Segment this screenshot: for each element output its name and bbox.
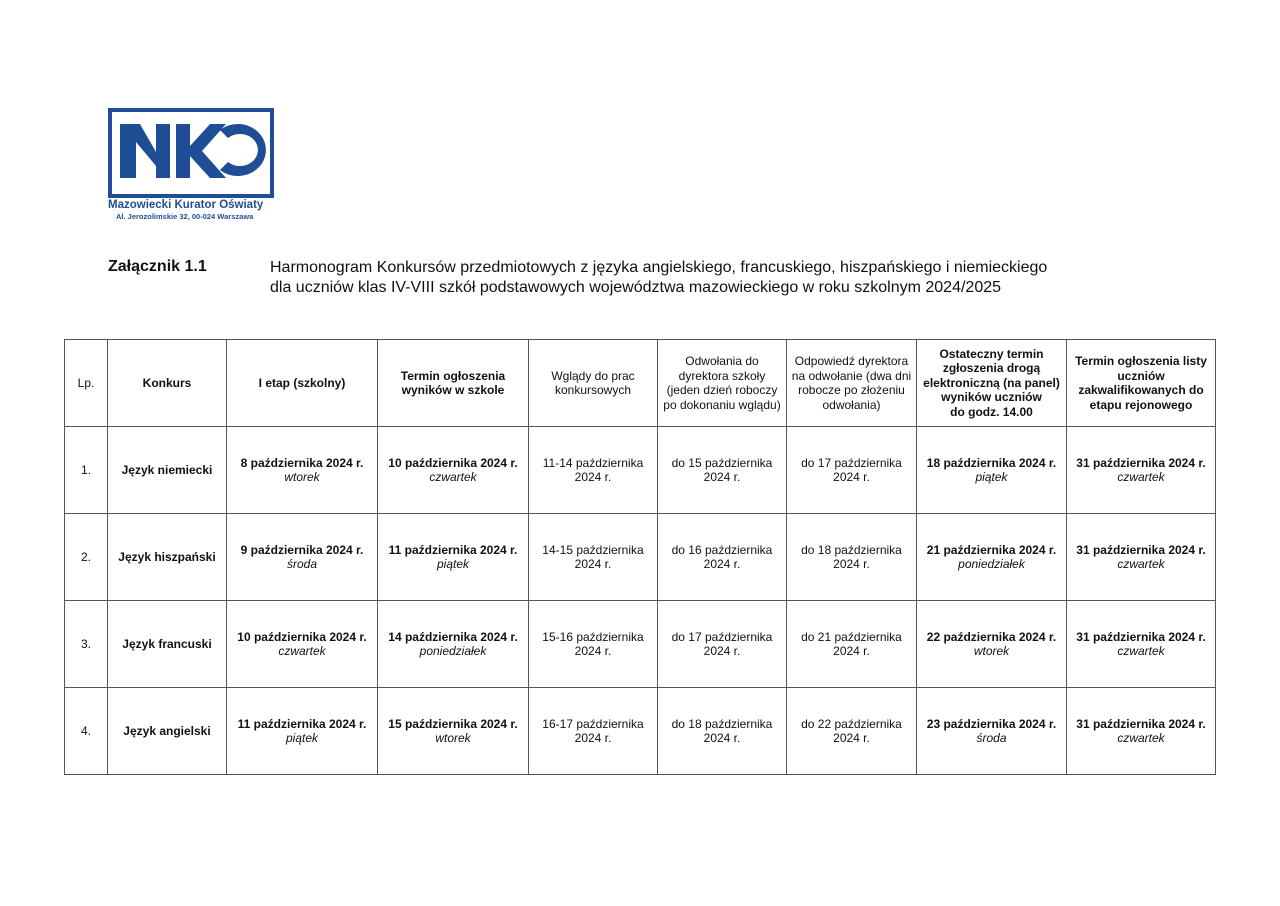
cell-etap1: 8 października 2024 r. wtorek: [226, 426, 378, 514]
cell-wglady: 15-16 października 2024 r.: [528, 600, 658, 688]
col-wyniki: Termin ogłoszenia wyników w szkole: [377, 339, 529, 427]
cell-odwolania: do 18 października 2024 r.: [657, 687, 787, 775]
cell-zgloszenie: 22 października 2024 r. wtorek: [916, 600, 1067, 688]
cell-zgloszenie: 21 października 2024 r. poniedziałek: [916, 513, 1067, 601]
cell-etap1: 9 października 2024 r. środa: [226, 513, 378, 601]
col-wglady: Wglądy do prac konkursowych: [528, 339, 658, 427]
cell-odwolania: do 17 października 2024 r.: [657, 600, 787, 688]
schedule-table: Lp. Konkurs I etap (szkolny) Termin ogło…: [64, 339, 1216, 775]
col-etap1: I etap (szkolny): [226, 339, 378, 427]
cell-konkurs: Język hiszpański: [107, 513, 227, 601]
header-row: Lp. Konkurs I etap (szkolny) Termin ogło…: [64, 339, 1216, 427]
cell-lp: 1.: [64, 426, 108, 514]
col-lista: Termin ogłoszenia listy uczniów zakwalif…: [1066, 339, 1216, 427]
cell-odpowiedz: do 21 października 2024 r.: [786, 600, 917, 688]
cell-lista: 31 października 2024 r. czwartek: [1066, 687, 1216, 775]
cell-wyniki: 15 października 2024 r. wtorek: [377, 687, 529, 775]
cell-lp: 2.: [64, 513, 108, 601]
cell-etap1: 11 października 2024 r. piątek: [226, 687, 378, 775]
cell-wyniki: 14 października 2024 r. poniedziałek: [377, 600, 529, 688]
cell-lp: 4.: [64, 687, 108, 775]
cell-etap1: 10 października 2024 r. czwartek: [226, 600, 378, 688]
cell-lista: 31 października 2024 r. czwartek: [1066, 600, 1216, 688]
logo-address: Al. Jerozolimskie 32, 00-024 Warszawa: [116, 212, 254, 221]
table-row: 4. Język angielski 11 października 2024 r.…: [64, 687, 1216, 775]
cell-odwolania: do 15 października 2024 r.: [657, 426, 787, 514]
table-row: 2. Język hiszpański 9 października 2024 r.…: [64, 513, 1216, 601]
cell-wyniki: 11 października 2024 r. piątek: [377, 513, 529, 601]
cell-wglady: 14-15 października 2024 r.: [528, 513, 658, 601]
col-zgloszenie: Ostateczny termin zgłoszenia drogą elekt…: [916, 339, 1067, 427]
mko-logo: [108, 108, 274, 198]
cell-lista: 31 października 2024 r. czwartek: [1066, 513, 1216, 601]
table-row: 1. Język niemiecki 8 października 2024 r. w…: [64, 426, 1216, 514]
logo-name: Mazowiecki Kurator Oświaty: [108, 199, 264, 211]
col-konkurs: Konkurs: [107, 339, 227, 427]
cell-konkurs: Język francuski: [107, 600, 227, 688]
cell-odpowiedz: do 18 października 2024 r.: [786, 513, 917, 601]
cell-konkurs: Język niemiecki: [107, 426, 227, 514]
document-title: Harmonogram Konkursów przedmiotowych z j…: [270, 259, 1048, 296]
col-odpowiedz: Odpowiedź dyrektora na odwołanie (dwa dn…: [786, 339, 917, 427]
table-row: 3. Język francuski 10 października 2024 r.…: [64, 600, 1216, 688]
cell-odwolania: do 16 października 2024 r.: [657, 513, 787, 601]
annex-label: Załącznik 1.1: [108, 258, 207, 275]
cell-konkurs: Język angielski: [107, 687, 227, 775]
cell-wglady: 16-17 października 2024 r.: [528, 687, 658, 775]
cell-wyniki: 10 października 2024 r. czwartek: [377, 426, 529, 514]
cell-lp: 3.: [64, 600, 108, 688]
cell-zgloszenie: 23 października 2024 r. środa: [916, 687, 1067, 775]
cell-zgloszenie: 18 października 2024 r. piątek: [916, 426, 1067, 514]
cell-wglady: 11-14 października 2024 r.: [528, 426, 658, 514]
cell-odpowiedz: do 22 października 2024 r.: [786, 687, 917, 775]
cell-odpowiedz: do 17 października 2024 r.: [786, 426, 917, 514]
cell-lista: 31 października 2024 r. czwartek: [1066, 426, 1216, 514]
col-odwolania: Odwołania do dyrektora szkoły (jeden dzi…: [657, 339, 787, 427]
col-lp: Lp.: [64, 339, 108, 427]
